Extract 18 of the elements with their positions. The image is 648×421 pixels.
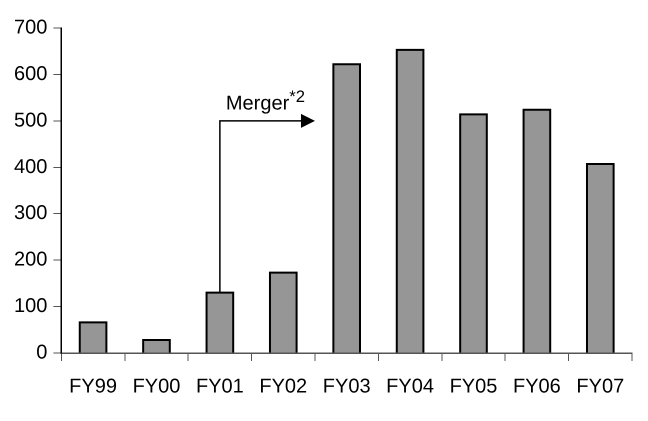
- x-tick-label: FY05: [450, 376, 498, 398]
- y-tick-label: 500: [14, 109, 48, 132]
- y-tick-label: 200: [14, 248, 48, 271]
- x-tick-label: FY03: [322, 376, 371, 398]
- annotation: Merger$^{*2}$: [226, 86, 305, 116]
- y-tick-label: 300: [14, 202, 48, 224]
- y-tick-label: 0: [36, 342, 48, 364]
- x-tick-label: FY02: [259, 376, 308, 398]
- y-tick-label: 700: [14, 16, 48, 39]
- x-tick-label: FY00: [132, 376, 180, 398]
- y-tick-label: 600: [14, 62, 48, 85]
- x-tick-label: FY06: [512, 376, 561, 398]
- x-tick-label: FY04: [386, 376, 434, 398]
- x-tick-label: FY99: [69, 376, 117, 398]
- y-tick-label: 100: [14, 295, 48, 318]
- y-tick-label: 400: [14, 156, 48, 178]
- x-tick-label: FY07: [576, 376, 624, 398]
- x-tick-label: FY01: [196, 376, 244, 398]
